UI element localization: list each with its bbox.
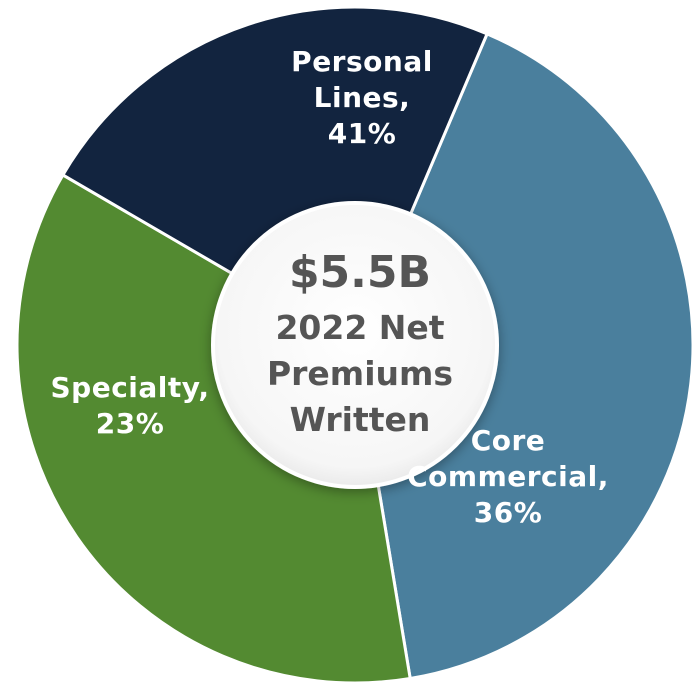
slice-label-personal-lines-line-1: Personal: [291, 45, 433, 78]
center-value: $5.5B: [289, 247, 431, 298]
slice-label-personal-lines-line-2: Lines,: [314, 81, 411, 114]
donut-center: $5.5B 2022 Net Premiums Written: [211, 201, 499, 489]
center-caption-line-1: 2022 Net: [275, 308, 444, 347]
slice-label-personal-lines-line-3: 41%: [328, 117, 397, 150]
slice-label-core-commercial-line-3: 36%: [474, 496, 543, 529]
center-circle: [211, 201, 499, 489]
slice-label-core-commercial-line-1: Core: [471, 424, 546, 457]
donut-slices: [15, 5, 694, 685]
outer-ring: [16, 6, 694, 684]
slice-label-specialty-line-2: 23%: [96, 407, 165, 440]
slice-label-specialty-line-1: Specialty,: [51, 371, 210, 404]
center-caption-line-2: Premiums: [267, 354, 453, 393]
center-caption-line-3: Written: [290, 400, 431, 439]
slice-label-core-commercial-line-2: Commercial,: [407, 460, 609, 493]
